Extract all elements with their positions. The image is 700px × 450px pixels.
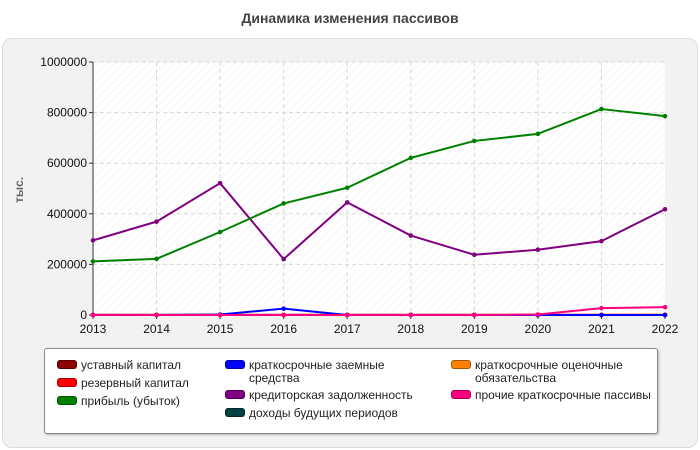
y-tick-label: 600000 [47, 156, 87, 170]
x-tick-label: 2015 [207, 322, 234, 336]
data-point [535, 312, 541, 317]
data-point [154, 256, 159, 262]
plot-area-hatch [93, 62, 665, 315]
data-point [281, 256, 286, 262]
data-point [662, 206, 668, 212]
data-point [281, 312, 286, 318]
x-tick-label: 2017 [334, 322, 361, 336]
grid-layer [93, 61, 665, 315]
legend-label: доходы будущих периодов [249, 406, 398, 420]
data-point [344, 200, 350, 205]
y-tick-label: 800000 [47, 106, 87, 120]
data-point [217, 180, 223, 186]
legend-swatch [451, 390, 471, 399]
data-point [599, 106, 604, 112]
legend-label: прочие краткосрочные пассивы [475, 388, 651, 402]
data-point [472, 312, 477, 318]
data-point [599, 305, 604, 311]
data-point [408, 312, 414, 318]
data-point [154, 219, 159, 224]
legend-swatch [225, 390, 245, 399]
data-point [599, 312, 604, 318]
data-point [535, 131, 541, 137]
data-point [344, 185, 350, 191]
legend-label: краткосрочные заемные средства [249, 358, 385, 385]
legend-swatch [57, 378, 77, 387]
x-tick-label: 2022 [652, 322, 679, 336]
legend-label: уставный капитал [81, 358, 181, 372]
legend-label: краткосрочные оценочные обязательства [475, 358, 623, 385]
data-point [154, 312, 159, 318]
legend-label: резервный капитал [81, 376, 189, 390]
data-point [535, 247, 541, 253]
legend-swatch [57, 396, 77, 405]
chart-title: Динамика изменения пассивов [241, 10, 459, 26]
legend-swatch [451, 360, 471, 369]
data-point [408, 233, 414, 238]
y-axis-label: тыс. [12, 176, 26, 203]
data-point [472, 252, 477, 258]
data-point [90, 259, 96, 264]
y-tick-label: 1000000 [40, 55, 87, 69]
x-tick-label: 2019 [461, 322, 488, 336]
data-point [217, 312, 223, 318]
data-point [344, 312, 350, 318]
data-point [662, 113, 668, 119]
data-point [217, 229, 223, 235]
x-tick-label: 2013 [80, 322, 107, 336]
data-point [90, 312, 96, 318]
x-tick-label: 2014 [143, 322, 170, 336]
legend-swatch [57, 360, 77, 369]
legend-label: прибыль (убыток) [81, 394, 180, 408]
series-line [92, 108, 666, 263]
data-point [408, 155, 414, 161]
series-line [93, 306, 666, 316]
x-tick-label: 2018 [397, 322, 424, 336]
series-layer [90, 106, 668, 318]
y-tick-label: 0 [80, 308, 87, 322]
data-point [281, 306, 286, 311]
x-tick-label: 2021 [588, 322, 615, 336]
y-tick-label: 200000 [47, 257, 87, 271]
x-tick-label: 2016 [270, 322, 297, 336]
ticks-layer: 0 200000 400000 600000 800000 1000000 2013 2014… [40, 55, 678, 336]
legend-label: кредиторская задолженность [249, 388, 413, 402]
data-point [662, 312, 668, 318]
data-point [90, 238, 96, 243]
data-point [599, 238, 604, 244]
legend-swatch [225, 360, 245, 369]
x-tick-label: 2020 [525, 322, 552, 336]
legend: уставный капитал резервный капитал прибы… [44, 348, 658, 434]
data-point [281, 201, 286, 206]
series-line [92, 182, 666, 261]
y-tick-label: 400000 [47, 207, 87, 221]
legend-swatch [225, 408, 245, 417]
data-point [472, 138, 477, 144]
data-point [662, 304, 668, 310]
